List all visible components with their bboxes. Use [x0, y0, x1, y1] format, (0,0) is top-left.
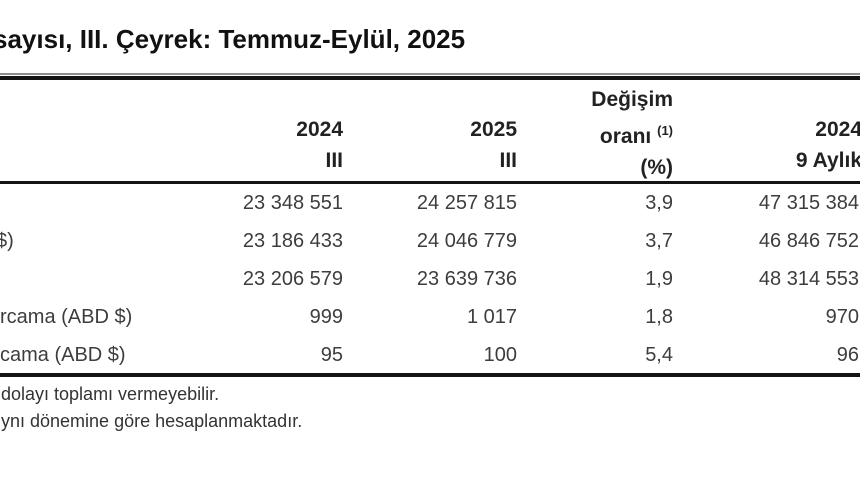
value-change: 1,9 [645, 268, 673, 290]
value-2025-q3: 23 639 736 [416, 268, 517, 290]
footnote-marker: (1) [657, 123, 673, 138]
value-change: 3,9 [645, 192, 673, 214]
value-2025-q3: 100 [483, 344, 517, 366]
value-nine-month: 970 [825, 306, 859, 328]
value-2024-q3: 95 [320, 344, 343, 366]
column-header-change-rate: Değişim oranı (1) (%) [591, 84, 673, 183]
value-change: 5,4 [645, 344, 673, 366]
value-nine-month: 48 314 553 [758, 268, 859, 290]
header-separator-rule [0, 181, 860, 184]
row-label: cama (ABD $) [0, 344, 126, 366]
value-nine-month: 47 315 384 [758, 192, 859, 214]
row-label: $) [0, 230, 14, 252]
value-nine-month: 46 846 752 [758, 230, 859, 252]
table-bottom-rule [0, 373, 860, 377]
page-title: sayısı, III. Çeyrek: Temmuz-Eylül, 2025 [0, 24, 466, 54]
value-2024-q3: 23 186 433 [242, 230, 343, 252]
column-header-line1: Değişim [591, 88, 673, 111]
value-change: 3,7 [645, 230, 673, 252]
table-top-rule [0, 76, 860, 80]
column-header-year: 2024 [815, 118, 860, 141]
column-header-year: 2024 [296, 118, 343, 141]
table-row: cama (ABD $) 95 100 5,4 96 [0, 343, 860, 373]
value-nine-month: 96 [836, 344, 859, 366]
column-header-quarter: III [325, 149, 343, 172]
table-row: rcama (ABD $) 999 1 017 1,8 970 [0, 305, 860, 335]
value-2025-q3: 24 257 815 [416, 192, 517, 214]
column-header-2025-q3: 2025 III [470, 114, 517, 176]
column-header-period: 9 Aylık [795, 149, 860, 172]
column-header-line2: oranı (1) [591, 115, 673, 152]
column-header-line3: (%) [640, 156, 673, 179]
value-2025-q3: 1 017 [466, 306, 517, 328]
column-header-year: 2025 [470, 118, 517, 141]
table-row: $) 23 186 433 24 046 779 3,7 46 846 752 [0, 229, 860, 259]
value-2024-q3: 999 [309, 306, 343, 328]
table-row: 23 348 551 24 257 815 3,9 47 315 384 [0, 191, 860, 221]
value-2024-q3: 23 206 579 [242, 268, 343, 290]
row-label: rcama (ABD $) [0, 306, 133, 328]
value-change: 1,8 [645, 306, 673, 328]
title-underline-rule [0, 73, 860, 75]
footnote-definition: ynı dönemine göre hesaplanmaktadır. [1, 411, 303, 431]
column-header-quarter: III [499, 149, 517, 172]
footnote-note: dolayı toplamı vermeyebilir. [1, 384, 220, 404]
column-header-2024-nine-month: 2024 9 Aylık [796, 114, 860, 176]
column-header-2024-q3: 2024 III [296, 114, 343, 176]
table-row: 23 206 579 23 639 736 1,9 48 314 553 [0, 267, 860, 297]
value-2024-q3: 23 348 551 [242, 192, 343, 214]
column-header-line2-text: oranı [599, 125, 652, 148]
value-2025-q3: 24 046 779 [416, 230, 517, 252]
